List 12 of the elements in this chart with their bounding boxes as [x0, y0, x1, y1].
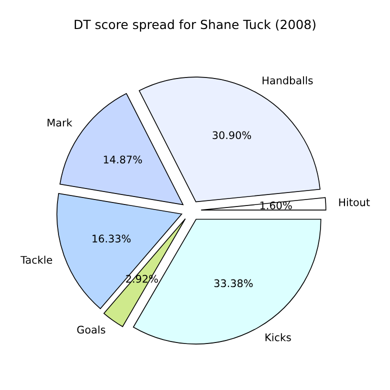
data-label: 16.33% — [92, 234, 131, 243]
data-label: 30.90% — [212, 131, 252, 140]
data-label: 14.87% — [104, 156, 142, 164]
slice-label: Hitout — [339, 198, 370, 206]
slice-label: Kicks — [266, 333, 291, 342]
slice-label: Goals — [77, 326, 106, 334]
data-label: 1.60% — [260, 201, 292, 210]
slice-label: Handballs — [262, 76, 313, 84]
slice-label: Tackle — [20, 256, 52, 264]
data-label: 33.38% — [214, 279, 253, 288]
chart-title: DT score spread for Shane Tuck (2008) — [74, 20, 316, 32]
slice-label: Mark — [48, 118, 72, 127]
